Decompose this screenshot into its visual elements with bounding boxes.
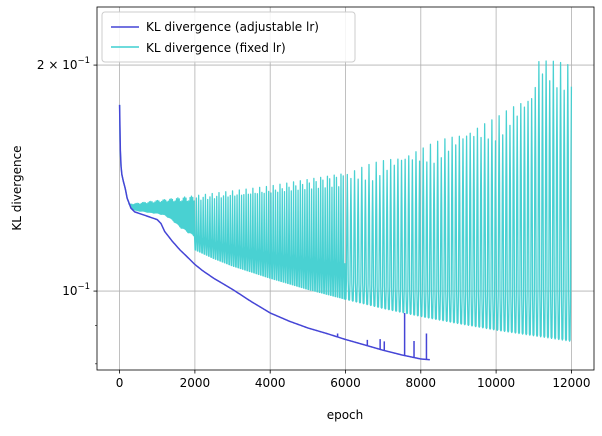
x-tick-label: 12000 — [552, 376, 590, 390]
x-tick-label: 0 — [116, 376, 124, 390]
x-tick-label: 10000 — [477, 376, 515, 390]
y-axis-label: KL divergence — [10, 145, 24, 230]
x-tick-label: 6000 — [330, 376, 361, 390]
legend: KL divergence (adjustable lr) KL diverge… — [101, 11, 356, 63]
legend-box — [101, 11, 356, 63]
x-tick-label: 4000 — [255, 376, 286, 390]
legend-label-fixed-lr: KL divergence (fixed lr) — [146, 41, 286, 55]
y-tick-label: 2 × 10−1 — [37, 56, 90, 72]
x-axis-label: epoch — [327, 408, 364, 422]
series-layer — [118, 60, 573, 361]
legend-label-adjustable-lr: KL divergence (adjustable lr) — [146, 20, 319, 34]
series-line-adjustable-lr — [118, 104, 430, 361]
y-tick-label: 10−1 — [62, 282, 90, 298]
tick-layer: 0 2000 4000 6000 8000 10000 12000 10−1 2 × 10−1 — [37, 56, 591, 390]
x-tick-label: 8000 — [406, 376, 437, 390]
x-tick-label: 2000 — [180, 376, 211, 390]
series-line-fixed-lr — [118, 60, 573, 342]
